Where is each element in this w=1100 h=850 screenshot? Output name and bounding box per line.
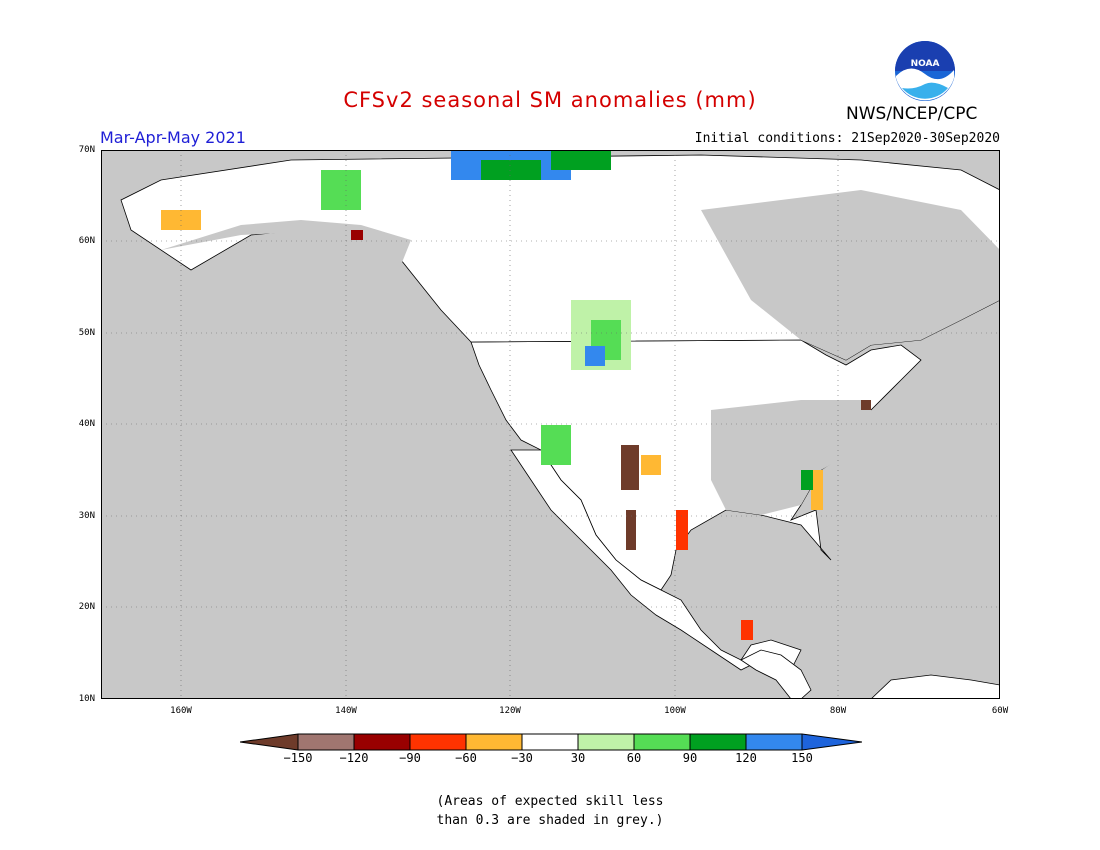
forecast-period: Mar-Apr-May 2021 — [100, 128, 246, 147]
lon-label: 80W — [829, 706, 847, 716]
legend-label: 30 — [570, 751, 586, 765]
anomaly-cells — [161, 150, 871, 640]
legend-swatch — [298, 734, 354, 750]
lat-label: 70N — [78, 145, 95, 155]
lat-label: 40N — [78, 419, 95, 429]
legend-swatch — [410, 734, 466, 750]
legend-label: 150 — [791, 751, 813, 765]
land-central-america — [740, 649, 812, 699]
legend-label: 60 — [626, 751, 642, 765]
legend-swatch — [746, 734, 802, 750]
lon-label: 160W — [170, 706, 192, 716]
color-legend — [240, 733, 862, 751]
land-mexico — [510, 449, 802, 671]
lon-label: 120W — [499, 706, 521, 716]
anomaly-map — [101, 150, 1000, 699]
lon-label: 100W — [664, 706, 686, 716]
legend-label: 90 — [682, 751, 698, 765]
lat-label: 20N — [78, 602, 95, 612]
lon-label: 60W — [991, 706, 1009, 716]
lat-label: 10N — [78, 694, 95, 704]
agency-label: NWS/NCEP/CPC — [846, 104, 978, 124]
legend-label: 120 — [735, 751, 757, 765]
grey-mask-alaska — [161, 220, 411, 265]
lat-label: 30N — [78, 511, 95, 521]
noaa-logo-icon: NOAA — [895, 41, 955, 101]
initial-conditions: Initial conditions: 21Sep2020-30Sep2020 — [694, 131, 1000, 146]
legend-swatch — [354, 734, 410, 750]
land-south-america — [870, 674, 1000, 699]
skill-note: (Areas of expected skill less than 0.3 a… — [0, 792, 1100, 830]
legend-swatch — [634, 734, 690, 750]
skill-note-line: than 0.3 are shaded in grey.) — [436, 813, 664, 828]
logo-text: NOAA — [911, 59, 940, 69]
legend-label: −90 — [399, 751, 421, 765]
lat-label: 50N — [78, 328, 95, 338]
legend-label: −30 — [511, 751, 533, 765]
legend-label: −120 — [339, 751, 369, 765]
lat-label: 60N — [78, 236, 95, 246]
skill-note-line: (Areas of expected skill less — [436, 794, 664, 809]
legend-label: −150 — [283, 751, 313, 765]
lon-label: 140W — [335, 706, 357, 716]
legend-swatch — [466, 734, 522, 750]
legend-swatch — [578, 734, 634, 750]
legend-swatch — [802, 734, 862, 750]
grey-mask-canada — [701, 190, 1000, 360]
figure-title: CFSv2 seasonal SM anomalies (mm) — [343, 88, 757, 112]
grey-mask-eastus — [711, 400, 891, 515]
legend-swatch — [690, 734, 746, 750]
legend-label: −60 — [455, 751, 477, 765]
legend-swatch — [240, 734, 298, 750]
legend-swatch — [522, 734, 578, 750]
